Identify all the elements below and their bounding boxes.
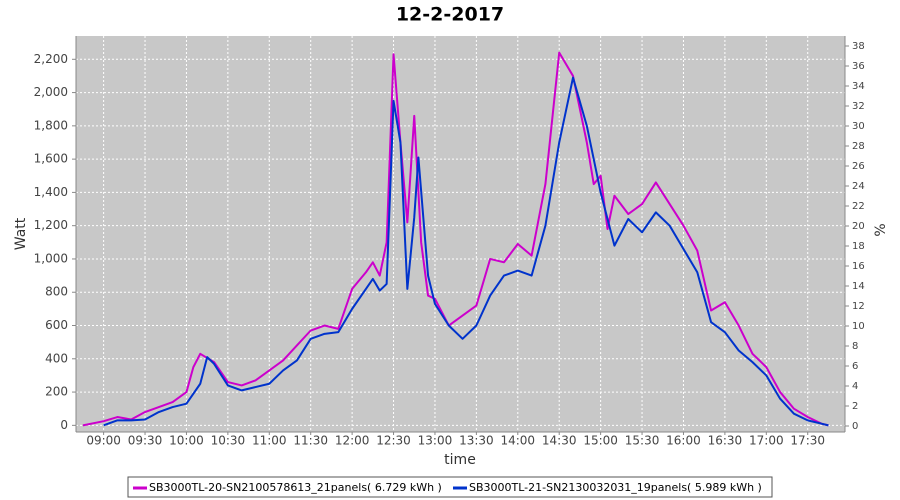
y2-tick-label: 22	[852, 201, 865, 212]
y2-tick-label: 18	[852, 241, 865, 252]
y2-tick-label: 32	[852, 101, 865, 112]
y2-axis-label: %	[873, 223, 889, 236]
x-tick-label: 13:30	[459, 434, 494, 448]
y2-tick-label: 38	[852, 41, 865, 52]
legend	[127, 476, 773, 498]
y-tick-label: 1,400	[34, 185, 68, 199]
y2-tick-label: 10	[852, 321, 865, 332]
x-tick-label: 11:00	[252, 434, 287, 448]
x-tick-label: 10:30	[211, 434, 246, 448]
x-tick-label: 15:00	[583, 434, 618, 448]
y-tick-label: 1,800	[34, 118, 68, 132]
y-tick-label: 1,000	[34, 251, 68, 265]
x-tick-label: 12:30	[376, 434, 411, 448]
y-tick-label: 2,000	[34, 85, 68, 99]
x-tick-label: 10:00	[169, 434, 204, 448]
y2-tick-label: 8	[852, 341, 858, 352]
x-tick-label: 16:30	[708, 434, 743, 448]
y2-tick-label: 36	[852, 61, 865, 72]
x-tick-label: 17:00	[749, 434, 784, 448]
x-tick-label: 13:00	[418, 434, 453, 448]
x-tick-label: 16:00	[666, 434, 701, 448]
series-line	[82, 51, 829, 427]
x-tick-label: 11:30	[293, 434, 328, 448]
y2-tick-label: 2	[852, 401, 858, 412]
y-tick-label: 1,600	[34, 152, 68, 166]
y2-tick-label: 4	[852, 381, 858, 392]
chart-title: 12-2-2017	[396, 4, 504, 26]
y2-tick-label: 16	[852, 261, 865, 272]
y2-tick-label: 0	[852, 421, 858, 432]
y2-tick-label: 34	[852, 81, 865, 92]
y2-tick-label: 24	[852, 181, 865, 192]
series-line	[103, 76, 829, 427]
x-tick-label: 14:00	[500, 434, 535, 448]
x-axis-label: time	[444, 452, 476, 468]
y2-tick-label: 14	[852, 281, 865, 292]
y2-tick-label: 12	[852, 301, 865, 312]
y2-tick-label: 6	[852, 361, 858, 372]
y-tick-label: 800	[45, 285, 68, 299]
y-tick-label: 2,200	[34, 52, 68, 66]
x-tick-label: 09:00	[86, 434, 121, 448]
x-tick-label: 17:30	[790, 434, 825, 448]
legend-label: SB3000TL-20-SN2100578613_21panels( 6.729…	[149, 481, 442, 494]
y2-tick-label: 26	[852, 161, 865, 172]
y-tick-label: 200	[45, 385, 68, 399]
y-tick-label: 400	[45, 351, 68, 365]
x-tick-label: 14:30	[542, 434, 577, 448]
y2-tick-label: 28	[852, 141, 865, 152]
y2-tick-label: 20	[852, 221, 865, 232]
x-tick-label: 15:30	[625, 434, 660, 448]
y-tick-label: 1,200	[34, 218, 68, 232]
y-axis-label: Watt	[13, 217, 29, 250]
x-tick-label: 09:30	[128, 434, 163, 448]
legend-label: SB3000TL-21-SN2130032031_19panels( 5.989…	[469, 481, 762, 494]
y2-tick-label: 30	[852, 121, 865, 132]
y-tick-label: 600	[45, 318, 68, 332]
x-tick-label: 12:00	[335, 434, 370, 448]
y-tick-label: 0	[60, 418, 68, 432]
